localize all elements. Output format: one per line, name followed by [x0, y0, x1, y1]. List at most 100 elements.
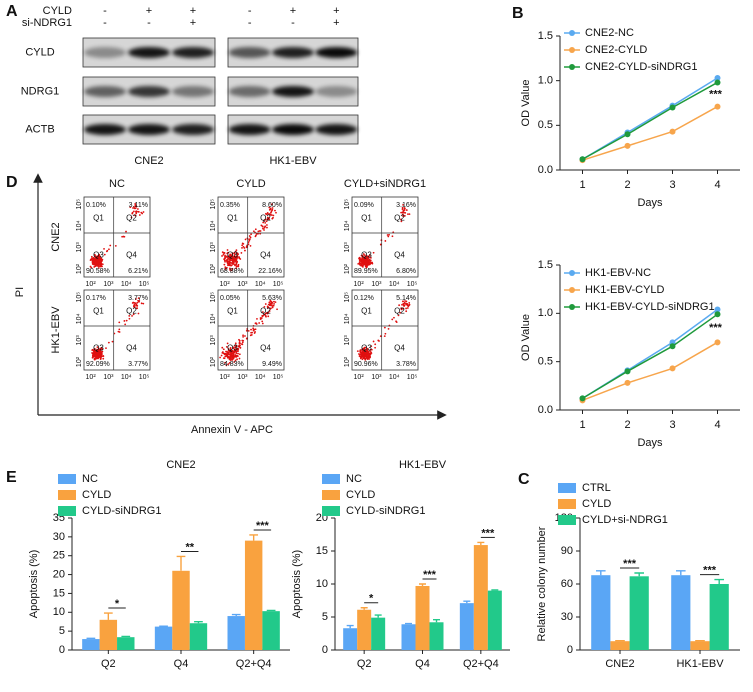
event-dot — [364, 260, 367, 263]
event-dot — [237, 347, 240, 350]
event-dot — [233, 351, 236, 354]
event-dot — [362, 258, 364, 261]
event-dot — [393, 316, 395, 319]
event-dot — [264, 303, 267, 305]
significance: *** — [423, 569, 437, 581]
event-dot — [94, 352, 97, 354]
event-dot — [403, 209, 406, 212]
event-dot — [238, 353, 241, 356]
y-tick-label: 10³ — [210, 242, 217, 253]
plot-frame — [83, 289, 151, 371]
event-dot — [365, 351, 367, 354]
event-dot — [133, 206, 135, 208]
event-dot — [228, 256, 231, 259]
event-dot — [233, 255, 236, 258]
bar — [371, 617, 386, 650]
event-dot — [224, 355, 227, 358]
event-dot — [111, 340, 114, 343]
event-dot — [102, 357, 105, 360]
treatment-sign: + — [290, 5, 296, 17]
x-tick-label: 10² — [86, 374, 97, 381]
y-axis-label: Apoptosis (%) — [28, 550, 40, 618]
y-tick-label: 0 — [322, 644, 328, 656]
y-tick-label: 1.0 — [538, 307, 553, 319]
data-point — [579, 395, 586, 402]
treatment-label: si-NDRG1 — [22, 17, 72, 29]
x-tick-label: 10³ — [371, 281, 382, 288]
event-dot — [403, 207, 406, 210]
quadrant-label: Q2 — [126, 214, 137, 223]
significance: * — [369, 593, 374, 605]
bar — [99, 619, 118, 650]
quadrant-label: Q4 — [260, 251, 271, 260]
blot-band — [128, 86, 170, 97]
x-tick-label: 4 — [714, 419, 720, 431]
event-dot — [268, 301, 271, 304]
event-dot — [223, 357, 226, 360]
event-dot — [94, 261, 97, 264]
event-dot — [368, 261, 370, 264]
event-dot — [95, 349, 98, 352]
event-dot — [107, 341, 110, 344]
y-axis-label: Apoptosis (%) — [291, 550, 303, 618]
y-tick-label: 10⁴ — [76, 220, 83, 231]
event-dot — [96, 255, 99, 258]
quadrant-percent: 0.05% — [220, 295, 240, 302]
bar — [401, 624, 416, 650]
blot-band — [315, 47, 358, 58]
event-dot — [118, 321, 121, 324]
event-dot — [367, 262, 370, 265]
event-dot — [387, 235, 390, 238]
y-tick-label: 10⁵ — [210, 199, 217, 210]
event-dot — [268, 304, 271, 307]
event-dot — [94, 255, 97, 257]
event-dot — [101, 259, 103, 262]
legend-swatch — [58, 474, 76, 484]
event-dot — [255, 323, 258, 325]
x-tick-label: 10⁵ — [273, 281, 284, 288]
event-dot — [98, 259, 101, 261]
event-dot — [360, 356, 363, 359]
event-dot — [364, 354, 367, 357]
event-dot — [238, 338, 240, 341]
treatment-sign: + — [190, 17, 196, 29]
y-tick-label: 10⁴ — [344, 220, 351, 231]
event-dot — [263, 229, 265, 231]
event-dot — [271, 207, 274, 209]
event-dot — [136, 304, 139, 307]
event-dot — [369, 353, 372, 356]
event-dot — [140, 302, 143, 305]
error-bar — [491, 589, 499, 591]
event-dot — [374, 346, 377, 349]
event-dot — [402, 215, 404, 217]
event-dot — [248, 239, 251, 242]
x-tick-label: 2 — [624, 419, 630, 431]
row-label: HK1-EBV — [50, 306, 62, 354]
error-bar — [176, 555, 186, 571]
event-dot — [135, 303, 138, 306]
event-dot — [362, 355, 365, 358]
x-tick-label: 10⁵ — [407, 374, 418, 381]
bar — [172, 570, 190, 650]
event-dot — [242, 335, 245, 338]
quadrant-percent: 6.21% — [128, 268, 148, 275]
bar — [415, 585, 430, 650]
x-tick-label: 10⁴ — [121, 281, 132, 288]
event-dot — [131, 315, 133, 317]
blot-band — [128, 47, 170, 58]
event-dot — [266, 224, 268, 226]
event-dot — [386, 234, 389, 236]
event-dot — [224, 254, 226, 257]
quadrant-percent: 3.77% — [128, 295, 148, 302]
event-dot — [250, 331, 252, 334]
event-dot — [124, 323, 127, 326]
event-dot — [272, 214, 275, 217]
event-dot — [275, 211, 277, 214]
event-dot — [362, 266, 364, 268]
event-dot — [134, 207, 137, 210]
event-dot — [232, 258, 235, 261]
event-dot — [397, 314, 400, 317]
x-tick-label: 10⁵ — [139, 374, 150, 381]
event-dot — [408, 301, 411, 304]
x-tick-label: Q2 — [357, 658, 372, 670]
